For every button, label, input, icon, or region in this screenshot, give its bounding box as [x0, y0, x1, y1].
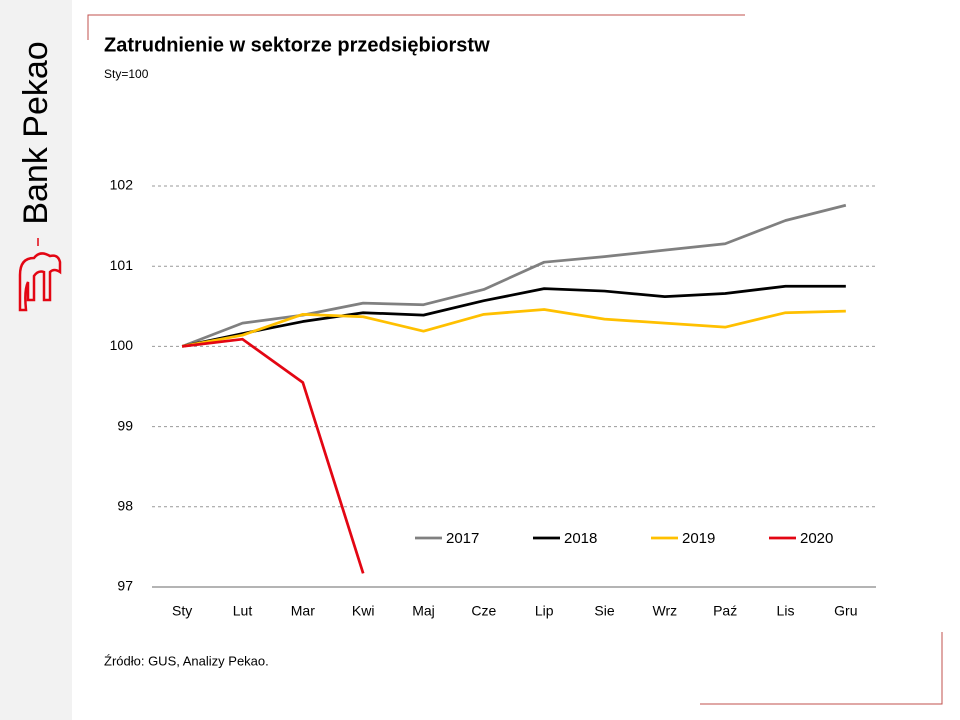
legend-label: 2020 [800, 530, 833, 547]
x-tick-label: Wrz [653, 603, 678, 619]
series-line [182, 337, 365, 574]
x-tick-label: Sie [594, 603, 614, 619]
x-tick-label: Lis [777, 603, 795, 619]
frame-bottom [700, 632, 943, 705]
y-tick-label: 97 [117, 578, 133, 594]
sidebar [0, 0, 72, 720]
x-tick-label: Paź [713, 603, 737, 619]
chart-title: Zatrudnienie w sektorze przedsiębiorstw [104, 34, 490, 56]
y-tick-label: 100 [110, 337, 134, 353]
x-tick-label: Lip [535, 603, 554, 619]
legend-label: 2018 [564, 530, 597, 547]
brand-logo [18, 252, 62, 312]
brand: Bank Pekao [17, 41, 55, 224]
x-tick-label: Gru [834, 603, 857, 619]
y-tick-label: 99 [117, 417, 133, 433]
x-tick-label: Maj [412, 603, 435, 619]
source-note: Źródło: GUS, Analizy Pekao. [104, 653, 269, 668]
y-tick-label: 98 [117, 498, 133, 514]
x-tick-label: Cze [471, 603, 496, 619]
x-tick-label: Kwi [352, 603, 375, 619]
x-tick-label: Mar [291, 603, 315, 619]
y-tick-label: 101 [110, 257, 134, 273]
series-line [181, 284, 846, 348]
y-tick-label: 102 [110, 177, 134, 193]
series-line [181, 308, 846, 348]
x-tick-label: Lut [233, 603, 253, 619]
x-tick-label: Sty [172, 603, 192, 619]
legend-label: 2017 [446, 530, 479, 547]
chart-subtitle: Sty=100 [104, 67, 149, 81]
legend-label: 2019 [682, 530, 715, 547]
frame-top [87, 14, 745, 40]
